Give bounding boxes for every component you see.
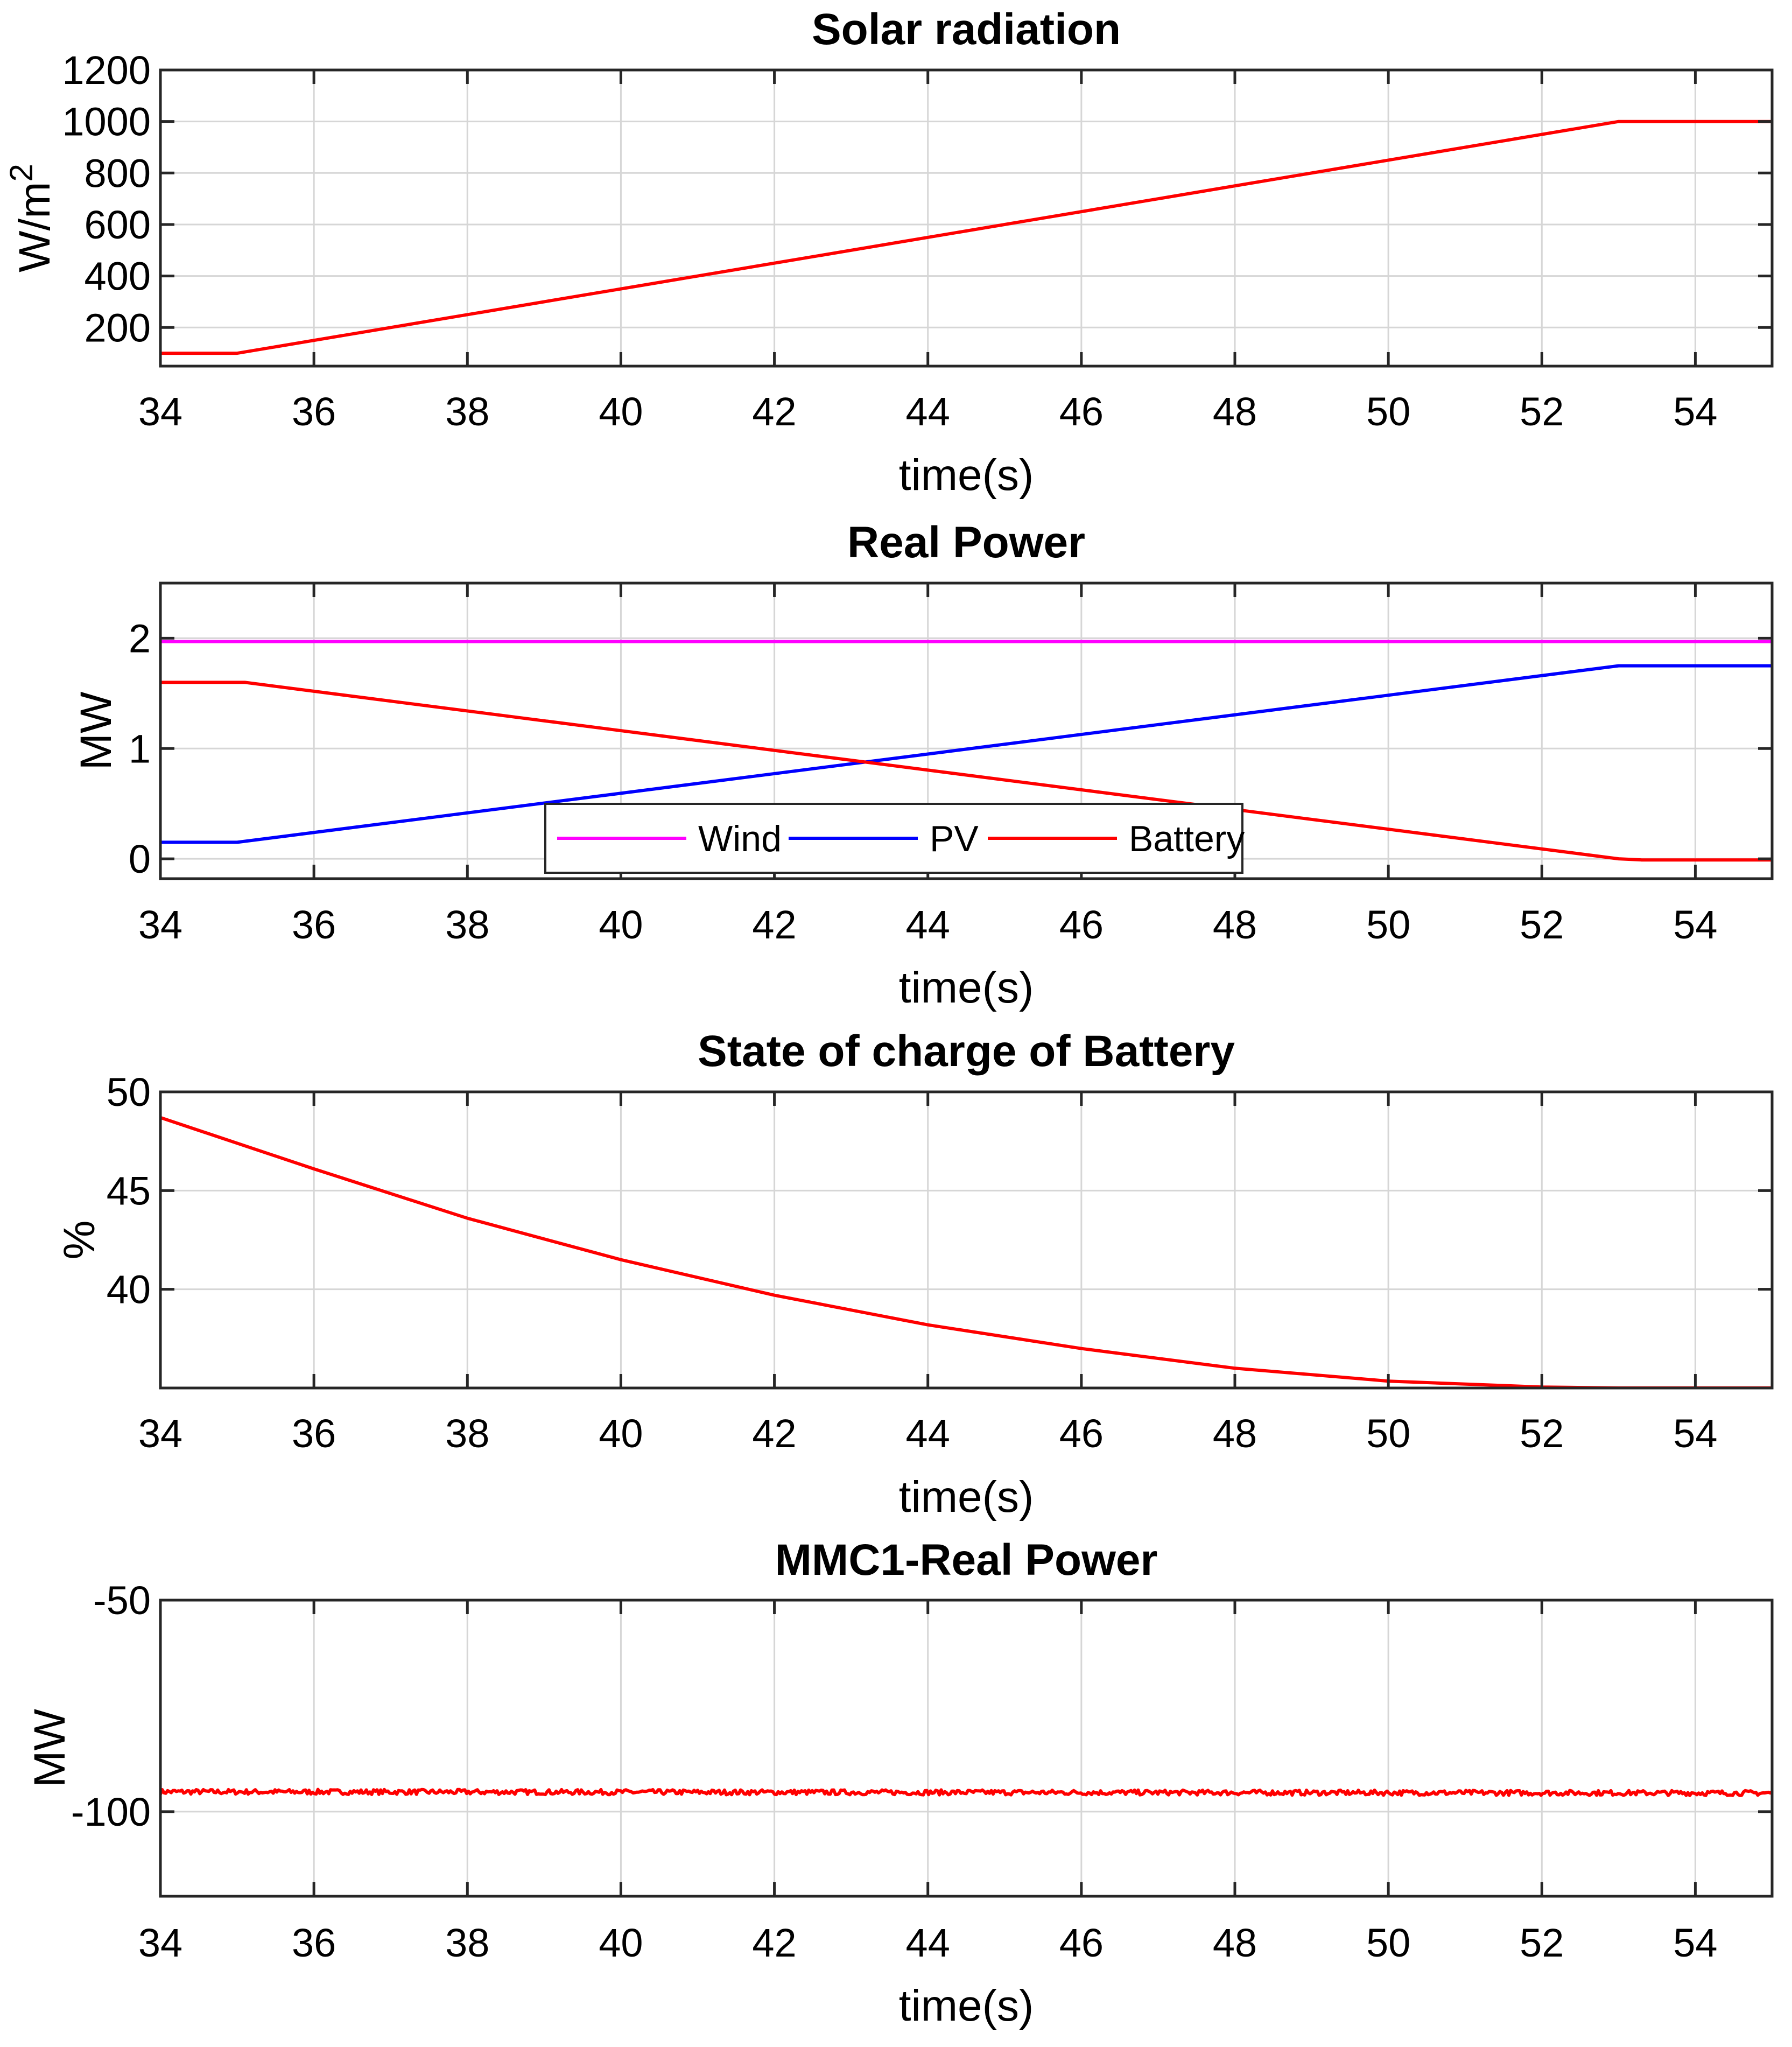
y-tick-label: 1 bbox=[129, 726, 151, 771]
chart-panel-4: 34 36 38 40 42 44 46 48 50 52 54 -100 -50 MMC1-Real P… bbox=[25, 1536, 1774, 2030]
series-line-pv bbox=[160, 664, 1772, 844]
series-line-solar-radiation bbox=[160, 120, 1772, 355]
legend-label-pv: PV bbox=[930, 818, 979, 859]
x-tick-label: 38 bbox=[445, 902, 489, 947]
x-tick-label: 54 bbox=[1673, 1920, 1717, 1965]
chart-panel-2: 34 36 38 40 42 44 46 48 50 52 54 0 1 2 Real Power time(… bbox=[72, 518, 1774, 1012]
x-tick-label: 36 bbox=[292, 389, 336, 434]
x-tick-label: 48 bbox=[1213, 389, 1257, 434]
y-tick-label: 45 bbox=[107, 1168, 151, 1213]
x-axis-label: time(s) bbox=[899, 1981, 1034, 2030]
y-tick-label: 1000 bbox=[62, 100, 151, 144]
axes-frame bbox=[159, 68, 1774, 368]
x-tick-label: 52 bbox=[1520, 1411, 1564, 1456]
chart-panel-1: 34 36 38 40 42 44 46 48 50 52 54 200 400 600 800 1000 12… bbox=[3, 5, 1774, 500]
y-axis-label: MW bbox=[25, 1709, 74, 1787]
x-tick-label: 46 bbox=[1059, 1920, 1104, 1965]
y-tick-label: 40 bbox=[107, 1267, 151, 1312]
x-tick-label: 44 bbox=[906, 389, 950, 434]
x-tick-label: 38 bbox=[445, 389, 489, 434]
x-tick-label: 34 bbox=[138, 902, 182, 947]
x-tick-label: 42 bbox=[752, 1411, 796, 1456]
x-tick-label: 34 bbox=[138, 1920, 182, 1965]
x-tick-label: 44 bbox=[906, 1920, 950, 1965]
x-tick-label: 52 bbox=[1520, 902, 1564, 947]
axes-frame bbox=[159, 581, 1774, 880]
chart-title: Solar radiation bbox=[812, 5, 1121, 54]
x-tick-label: 46 bbox=[1059, 389, 1104, 434]
y-axis-label: MW bbox=[72, 691, 121, 770]
plot-area bbox=[160, 70, 1772, 366]
x-tick-label: 42 bbox=[752, 389, 796, 434]
legend-label-battery: Battery bbox=[1129, 818, 1245, 859]
x-axis-label: time(s) bbox=[899, 1473, 1034, 1522]
x-tick-label: 36 bbox=[292, 1411, 336, 1456]
legend-label-wind: Wind bbox=[698, 818, 782, 859]
chart-title: State of charge of Battery bbox=[698, 1027, 1235, 1076]
y-tick-label: 200 bbox=[85, 305, 151, 350]
y-axis-label: % bbox=[55, 1221, 104, 1260]
x-tick-label: 38 bbox=[445, 1411, 489, 1456]
y-axis-label: W/m2 bbox=[3, 164, 59, 272]
x-tick-label: 46 bbox=[1059, 902, 1104, 947]
y-tick-label: 50 bbox=[107, 1070, 151, 1114]
x-tick-label: 40 bbox=[599, 1411, 643, 1456]
x-tick-label: 36 bbox=[292, 1920, 336, 1965]
x-tick-label: 50 bbox=[1366, 1411, 1410, 1456]
series-group bbox=[160, 640, 1772, 862]
x-tick-label: 48 bbox=[1213, 1411, 1257, 1456]
chart-title: Real Power bbox=[847, 518, 1085, 567]
plot-area bbox=[160, 1092, 1772, 1388]
x-tick-label: 44 bbox=[906, 902, 950, 947]
x-tick-label: 48 bbox=[1213, 1920, 1257, 1965]
series-group bbox=[160, 1787, 1772, 1797]
y-axis-label-superscript: 2 bbox=[3, 164, 39, 181]
x-tick-label: 54 bbox=[1673, 389, 1717, 434]
y-tick-label: 2 bbox=[129, 616, 151, 661]
x-tick-label: 38 bbox=[445, 1920, 489, 1965]
plot-area bbox=[160, 1600, 1772, 1896]
axes-frame bbox=[159, 1599, 1774, 1898]
x-tick-label: 52 bbox=[1520, 1920, 1564, 1965]
y-tick-label: 0 bbox=[129, 837, 151, 881]
x-tick-label: 50 bbox=[1366, 902, 1410, 947]
y-tick-label: 400 bbox=[85, 254, 151, 299]
x-tick-label: 48 bbox=[1213, 902, 1257, 947]
chart-title: MMC1-Real Power bbox=[775, 1536, 1158, 1585]
legend: Wind PV Battery bbox=[544, 803, 1245, 874]
series-line-battery bbox=[160, 681, 1772, 862]
y-tick-label: -50 bbox=[93, 1578, 151, 1623]
x-tick-label: 40 bbox=[599, 902, 643, 947]
x-tick-label: 46 bbox=[1059, 1411, 1104, 1456]
x-tick-label: 40 bbox=[599, 389, 643, 434]
chart-panel-3: 34 36 38 40 42 44 46 48 50 52 54 40 45 50 State of cha… bbox=[55, 1027, 1774, 1522]
x-tick-label: 54 bbox=[1673, 1411, 1717, 1456]
x-tick-label: 34 bbox=[138, 389, 182, 434]
x-axis-label: time(s) bbox=[899, 963, 1034, 1012]
x-tick-label: 50 bbox=[1366, 389, 1410, 434]
y-tick-label: 600 bbox=[85, 202, 151, 247]
y-tick-label: 800 bbox=[85, 151, 151, 195]
x-tick-label: 42 bbox=[752, 1920, 796, 1965]
x-tick-label: 44 bbox=[906, 1411, 950, 1456]
x-tick-label: 54 bbox=[1673, 902, 1717, 947]
axes-frame bbox=[159, 1090, 1774, 1390]
x-axis-label: time(s) bbox=[899, 451, 1034, 500]
x-tick-label: 50 bbox=[1366, 1920, 1410, 1965]
x-tick-label: 40 bbox=[599, 1920, 643, 1965]
y-tick-label: 1200 bbox=[62, 48, 151, 93]
y-tick-label: -100 bbox=[71, 1790, 151, 1834]
x-tick-label: 42 bbox=[752, 902, 796, 947]
series-group bbox=[160, 120, 1772, 355]
x-tick-label: 34 bbox=[138, 1411, 182, 1456]
series-line-mmc1 bbox=[160, 1787, 1772, 1797]
x-tick-label: 36 bbox=[292, 902, 336, 947]
x-tick-label: 52 bbox=[1520, 389, 1564, 434]
